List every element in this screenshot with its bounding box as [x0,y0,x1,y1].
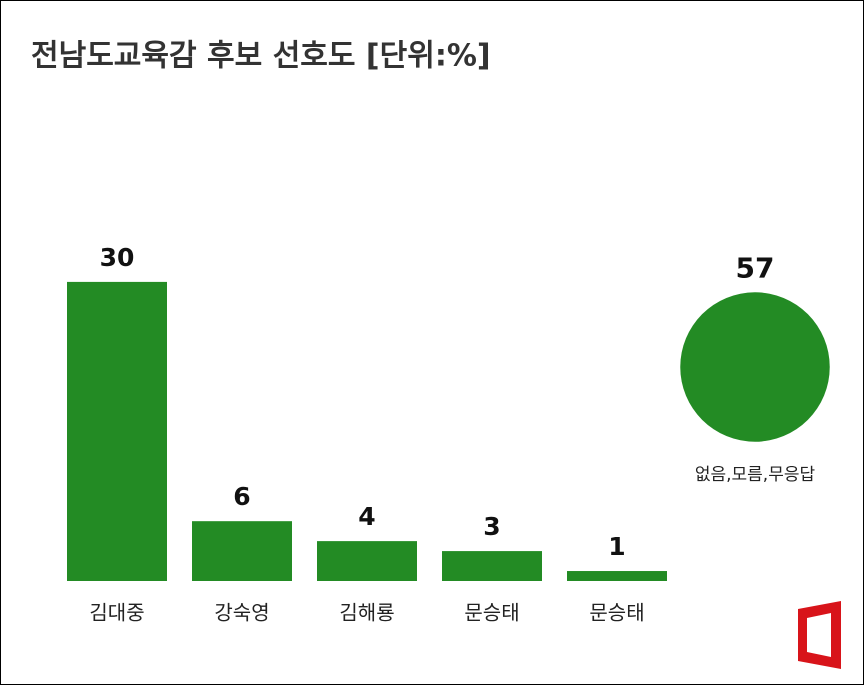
bar [67,281,167,581]
other-bubble [680,292,830,442]
x-tick-label: 문승태 [589,601,644,625]
other-label: 없음,모름,무응답 [694,465,816,485]
value-label: 1 [608,532,625,561]
logo [798,601,841,669]
bar [567,571,667,581]
value-label: 57 [736,251,775,284]
x-tick-label: 김해룡 [339,601,394,625]
x-tick-label: 문승태 [464,601,519,625]
value-label: 4 [358,502,375,531]
bar [192,521,292,581]
value-label: 6 [233,482,250,511]
value-label: 30 [100,243,135,272]
chart-title: 전남도교육감 후보 선호도 [단위:%] [31,39,491,74]
x-tick-label: 강숙영 [214,601,269,625]
bar [442,551,542,581]
bar [317,541,417,581]
x-tick-label: 김대중 [89,601,144,625]
value-label: 3 [483,512,500,541]
